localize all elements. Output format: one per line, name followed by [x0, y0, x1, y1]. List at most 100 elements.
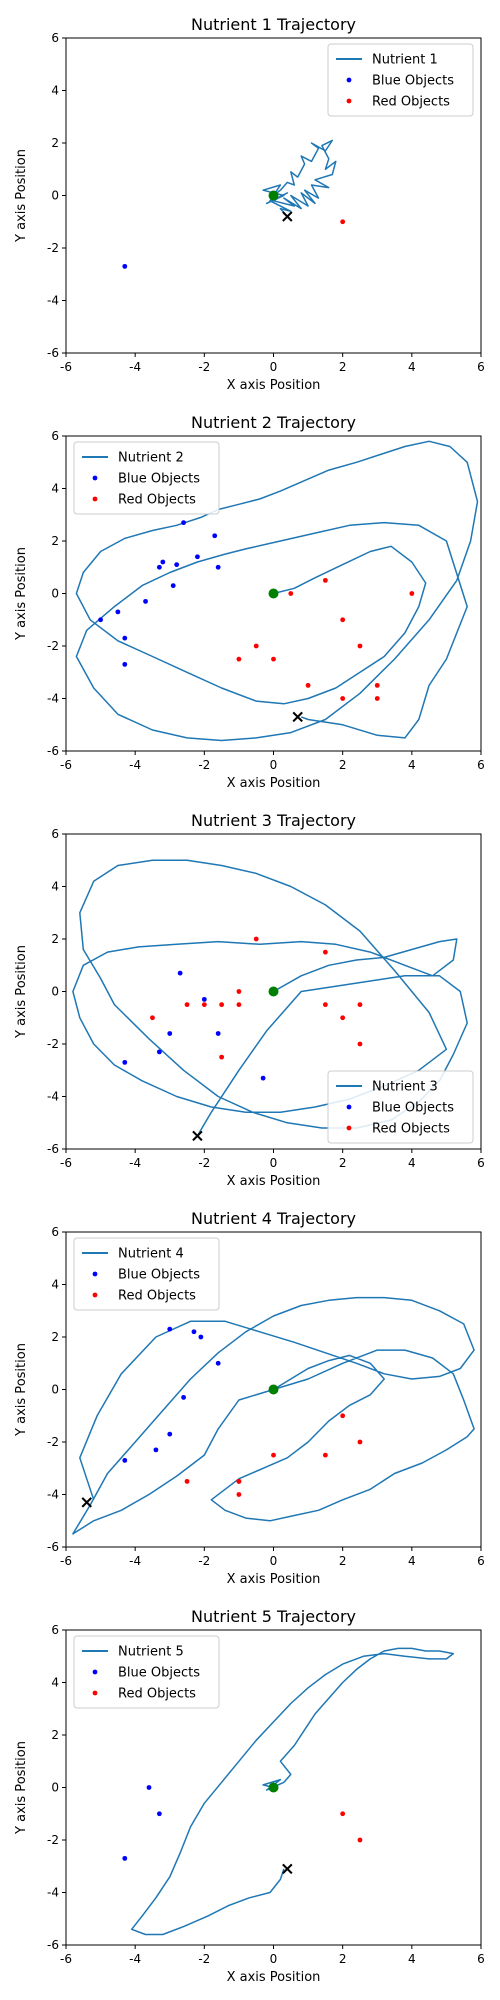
legend-box — [73, 441, 220, 515]
chart-title: Nutrient 2 Trajectory — [191, 413, 356, 432]
blue-object-point — [177, 970, 183, 976]
y-tick-label: 2 — [51, 1330, 59, 1344]
y-tick-label: -2 — [47, 1037, 59, 1051]
chart-panel-3: Nutrient 3 Trajectory -6 -4 -2 0 2 4 6 -6 -4 -2 0 2 4… — [14, 811, 485, 1189]
y-tick-label: -2 — [47, 241, 59, 255]
legend-blue-swatch — [346, 77, 352, 83]
y-tick-label: 4 — [51, 84, 59, 98]
x-tick-label: -4 — [129, 1952, 141, 1966]
red-object-point — [374, 696, 380, 701]
blue-object-point — [122, 661, 128, 667]
red-object-point — [305, 682, 311, 688]
y-tick-label: -6 — [47, 346, 59, 360]
trajectory-line — [130, 1647, 455, 1936]
red-object-point — [322, 1002, 328, 1008]
legend: Nutrient 1 Blue Objects Red Objects — [327, 43, 474, 117]
x-tick-label: 4 — [408, 1952, 416, 1966]
legend-entry: Red Objects — [118, 1289, 196, 1304]
y-tick-label: -6 — [47, 1540, 59, 1554]
blue-object-point — [170, 583, 176, 589]
x-tick-label: 0 — [270, 1952, 278, 1966]
legend-entry: Blue Objects — [372, 74, 454, 89]
legend-entry: Blue Objects — [118, 1666, 200, 1681]
y-tick-label: 2 — [51, 1728, 59, 1742]
legend-red-swatch — [346, 98, 352, 104]
red-object-point — [236, 1478, 242, 1484]
x-tick-label: 0 — [270, 1156, 278, 1170]
x-tick-label: -4 — [129, 1554, 141, 1568]
x-tick-label: 4 — [408, 1554, 416, 1568]
x-tick-label: 2 — [339, 360, 347, 374]
red-object-point — [340, 219, 346, 225]
x-tick-label: 4 — [408, 360, 416, 374]
y-tick-label: 0 — [51, 1383, 59, 1397]
red-object-point — [236, 656, 242, 662]
blue-object-point — [195, 554, 200, 560]
legend-red-swatch — [346, 1125, 352, 1131]
x-axis-label: X axis Position — [227, 1970, 321, 1985]
blue-object-point — [122, 1855, 128, 1861]
red-object-point — [340, 1811, 346, 1817]
red-object-point — [271, 656, 276, 662]
y-axis-label: Y axis Position — [14, 149, 29, 243]
y-tick-label: 0 — [51, 587, 59, 601]
x-tick-label: 2 — [339, 1156, 347, 1170]
blue-object-point — [122, 1059, 128, 1065]
red-object-point — [340, 1413, 346, 1419]
legend-entry: Nutrient 3 — [372, 1080, 438, 1095]
legend-entry: Red Objects — [118, 1687, 196, 1702]
x-tick-label: 0 — [270, 360, 278, 374]
legend-entry: Nutrient 4 — [118, 1247, 184, 1262]
legend-red-swatch — [92, 496, 98, 502]
blue-object-point — [215, 564, 221, 570]
blue-object-point — [167, 1431, 173, 1437]
y-tick-label: -2 — [47, 1833, 59, 1847]
y-tick-label: -6 — [47, 1142, 59, 1156]
chart-title: Nutrient 4 Trajectory — [191, 1209, 356, 1228]
blue-object-point — [156, 564, 162, 570]
y-tick-label: 2 — [51, 534, 59, 548]
red-object-point — [357, 1002, 363, 1008]
legend-entry: Nutrient 2 — [118, 451, 184, 466]
red-object-point — [340, 696, 346, 701]
y-tick-label: 4 — [51, 1278, 59, 1292]
red-object-point — [236, 1492, 242, 1497]
chart-panel-1: Nutrient 1 Trajectory -6 -4 -2 0 2 4 6 -6 -4 -2 0 2 4… — [14, 15, 485, 393]
legend-entry: Nutrient 1 — [372, 53, 438, 68]
red-object-point — [357, 1439, 363, 1445]
y-tick-label: 4 — [51, 1676, 59, 1690]
x-tick-label: -2 — [198, 1156, 210, 1170]
red-object-point — [150, 1015, 155, 1021]
legend: Nutrient 2 Blue Objects Red Objects — [73, 441, 220, 515]
start-marker — [268, 1782, 279, 1793]
y-tick-label: 4 — [51, 482, 59, 496]
y-tick-label: 6 — [51, 1225, 59, 1239]
blue-object-point — [215, 1031, 221, 1036]
legend-entry: Nutrient 5 — [118, 1645, 184, 1660]
blue-object-point — [122, 1457, 128, 1463]
legend-entry: Red Objects — [372, 1122, 450, 1137]
y-tick-label: 6 — [51, 429, 59, 443]
red-object-point — [184, 1478, 190, 1484]
blue-object-point — [174, 562, 180, 568]
x-tick-label: -6 — [60, 360, 72, 374]
red-object-point — [236, 1002, 242, 1008]
trajectory-line — [262, 139, 337, 217]
red-object-point — [374, 682, 380, 688]
blue-object-point — [201, 996, 207, 1002]
legend-box — [73, 1635, 220, 1709]
x-tick-label: -6 — [60, 1156, 72, 1170]
y-tick-label: -4 — [47, 294, 59, 308]
x-tick-label: 6 — [477, 360, 485, 374]
red-object-point — [322, 577, 328, 583]
red-object-point — [219, 1054, 225, 1060]
legend-red-swatch — [92, 1690, 98, 1696]
blue-object-point — [215, 1360, 221, 1366]
start-marker — [268, 986, 279, 997]
red-object-point — [253, 643, 259, 649]
blue-object-point — [181, 1394, 186, 1400]
red-object-point — [271, 1452, 276, 1458]
blue-object-point — [191, 1329, 197, 1335]
y-tick-label: 0 — [51, 985, 59, 999]
